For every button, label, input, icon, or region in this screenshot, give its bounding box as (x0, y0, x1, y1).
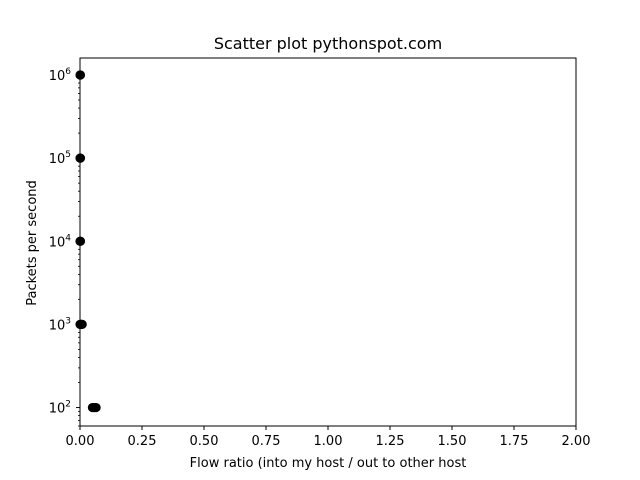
y-tick-base: 10 (49, 235, 66, 250)
x-tick-label: 2.00 (562, 434, 591, 449)
y-tick-label: 104 (49, 233, 72, 250)
y-tick-exponent: 3 (65, 316, 71, 326)
chart-title: Scatter plot pythonspot.com (214, 34, 442, 53)
y-tick-base: 10 (49, 318, 66, 333)
x-tick-label: 0.75 (252, 434, 281, 449)
y-tick-exponent: 4 (65, 233, 71, 243)
x-axis-label: Flow ratio (into my host / out to other … (190, 456, 467, 471)
y-tick-base: 10 (49, 402, 66, 417)
y-tick-label: 103 (49, 316, 71, 333)
plot-area (80, 58, 576, 426)
y-tick-base: 10 (49, 69, 66, 84)
plot-background (80, 58, 576, 426)
x-tick-label: 0.25 (128, 434, 157, 449)
x-tick-label: 1.25 (376, 434, 405, 449)
y-tick-exponent: 5 (65, 150, 71, 160)
y-tick-label: 105 (49, 150, 71, 167)
y-tick-label: 102 (49, 400, 71, 417)
axes-layer: 0.00 0.25 0.50 0.75 1.00 1.25 1.50 1.75 2.001021… (49, 57, 591, 449)
x-tick-label: 1.75 (500, 434, 529, 449)
y-tick-base: 10 (49, 152, 66, 167)
x-tick-label: 1.50 (438, 434, 467, 449)
x-tick-label: 0.50 (190, 434, 219, 449)
y-tick-exponent: 2 (65, 400, 71, 410)
y-tick-exponent: 6 (65, 67, 71, 77)
y-axis-label: Packets per second (25, 180, 40, 306)
y-tick-label: 106 (49, 67, 72, 84)
scatter-point (91, 402, 101, 413)
x-tick-label: 0.00 (66, 434, 95, 449)
x-tick-label: 1.00 (314, 434, 343, 449)
